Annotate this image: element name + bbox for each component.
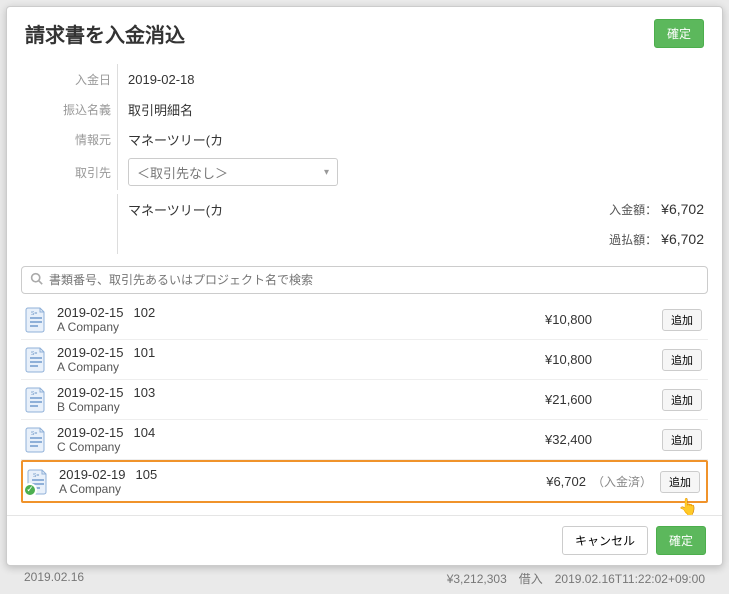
row-amount: ¥6,702 xyxy=(506,474,586,489)
modal-header: 請求書を入金消込 確定 xyxy=(7,7,722,58)
search-input[interactable] xyxy=(49,273,699,287)
add-button[interactable]: 追加 xyxy=(660,471,700,493)
modal-title: 請求書を入金消込 xyxy=(25,19,185,48)
bg-right: ¥3,212,303 借入 2019.02.16T11:22:02+09:00 xyxy=(447,570,705,587)
in-amount: 入金額：¥6,702 xyxy=(609,201,704,218)
row-main: 2019-02-15 101A Company xyxy=(57,345,512,374)
row-number: 105 xyxy=(136,467,158,482)
name-label: 振込名義 xyxy=(25,101,117,118)
row-company: A Company xyxy=(57,360,512,374)
document-icon: S= xyxy=(25,387,47,413)
source-label: 情報元 xyxy=(25,131,117,148)
check-badge-icon: ✓ xyxy=(23,483,37,497)
cursor-hand-icon: 👆 xyxy=(678,497,698,515)
search-icon xyxy=(30,272,43,288)
add-button[interactable]: 追加 xyxy=(662,429,702,451)
bg-left: 2019.02.16 xyxy=(24,570,84,587)
client-select-text: ＜取引先なし＞ xyxy=(137,163,228,182)
add-button[interactable]: 追加 xyxy=(662,309,702,331)
over-amount: 過払額：¥6,702 xyxy=(609,231,704,248)
row-number: 103 xyxy=(134,385,156,400)
svg-text:S=: S= xyxy=(33,473,39,479)
row-amount: ¥21,600 xyxy=(512,392,592,407)
row-main: 2019-02-15 104C Company xyxy=(57,425,512,454)
row-number: 104 xyxy=(134,425,156,440)
document-icon: S=✓ xyxy=(27,469,49,495)
row-date: 2019-02-15 xyxy=(57,345,124,360)
confirm-button-top[interactable]: 確定 xyxy=(654,19,704,48)
search-bar[interactable] xyxy=(21,266,708,294)
row-date: 2019-02-19 xyxy=(59,467,126,482)
invoice-list: S=2019-02-15102A Company¥10,800追加S=2019-… xyxy=(21,300,708,515)
document-icon: S= xyxy=(25,347,47,373)
source-value: マネーツリー(カ xyxy=(117,124,704,154)
name-value: 取引明細名 xyxy=(117,94,704,124)
invoice-row[interactable]: S= 2019-02-15 104C Company¥32,400 追加 xyxy=(21,420,708,460)
form-area: 入金日 2019-02-18 振込名義 取引明細名 情報元 マネーツリー(カ 取… xyxy=(7,58,722,194)
confirm-button-bottom[interactable]: 確定 xyxy=(656,526,706,555)
row-company: A Company xyxy=(59,482,506,496)
row-number: 102 xyxy=(134,305,156,320)
add-button[interactable]: 追加 xyxy=(662,349,702,371)
client-label: 取引先 xyxy=(25,164,117,181)
row-date: 2019-02-15 xyxy=(57,425,124,440)
row-date: 2019-02-15 xyxy=(57,305,124,320)
background-strip: 2019.02.16 ¥3,212,303 借入 2019.02.16T11:2… xyxy=(6,566,723,587)
row-amount: ¥10,800 xyxy=(512,312,592,327)
client-select[interactable]: ＜取引先なし＞ ▾ xyxy=(128,158,338,186)
row-main: 2019-02-15 103B Company xyxy=(57,385,512,414)
invoice-row[interactable]: S= 2019-02-15 102A Company¥10,800 追加 xyxy=(21,300,708,340)
invoice-row[interactable]: S=✓2019-02-19105A Company¥6,702（入金済）追加👆 xyxy=(21,460,708,503)
date-value: 2019-02-18 xyxy=(117,64,704,94)
invoice-row[interactable]: S= 2019-02-15 101A Company¥10,800 追加 xyxy=(21,340,708,380)
document-icon: S= xyxy=(25,427,47,453)
row-amount: ¥32,400 xyxy=(512,432,592,447)
row-amount: ¥10,800 xyxy=(512,352,592,367)
row-date: 2019-02-15 xyxy=(57,385,124,400)
svg-text:S=: S= xyxy=(31,351,37,357)
cancel-button[interactable]: キャンセル xyxy=(562,526,648,555)
invoice-row[interactable]: S= 2019-02-15 103B Company¥21,600 追加 xyxy=(21,380,708,420)
row-company: B Company xyxy=(57,400,512,414)
modal: 請求書を入金消込 確定 入金日 2019-02-18 振込名義 取引明細名 情報… xyxy=(6,6,723,566)
row-main: 2019-02-19 105A Company xyxy=(59,467,506,496)
row-company: C Company xyxy=(57,440,512,454)
summary-source: マネーツリー(カ xyxy=(128,200,223,219)
summary-area: マネーツリー(カ 入金額：¥6,702 過払額：¥6,702 xyxy=(7,194,722,262)
row-main: 2019-02-15 102A Company xyxy=(57,305,512,334)
row-status: （入金済） xyxy=(592,473,652,490)
row-company: A Company xyxy=(57,320,512,334)
svg-text:S=: S= xyxy=(31,431,37,437)
modal-footer: キャンセル 確定 xyxy=(7,515,722,565)
add-button[interactable]: 追加 xyxy=(662,389,702,411)
svg-text:S=: S= xyxy=(31,311,37,317)
svg-text:S=: S= xyxy=(31,391,37,397)
document-icon: S= xyxy=(25,307,47,333)
row-number: 101 xyxy=(134,345,156,360)
date-label: 入金日 xyxy=(25,71,117,88)
chevron-down-icon: ▾ xyxy=(324,167,329,178)
